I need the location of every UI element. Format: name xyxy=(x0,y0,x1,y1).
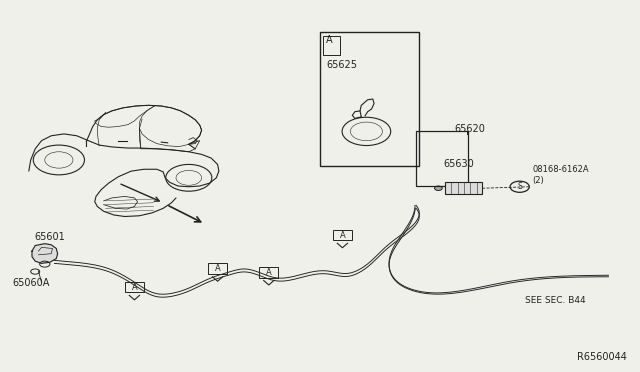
Text: A: A xyxy=(132,283,137,292)
Bar xyxy=(320,32,419,166)
Text: 65630: 65630 xyxy=(444,159,474,169)
Bar xyxy=(208,263,227,274)
Text: A: A xyxy=(266,268,271,277)
Text: A: A xyxy=(326,35,333,45)
Bar xyxy=(416,131,468,186)
Text: S: S xyxy=(517,182,522,191)
Bar xyxy=(445,182,482,194)
Text: 65060A: 65060A xyxy=(13,278,50,288)
Polygon shape xyxy=(32,244,58,263)
Text: 65601: 65601 xyxy=(34,232,65,242)
Bar xyxy=(333,230,352,240)
Text: A: A xyxy=(215,264,220,273)
Bar xyxy=(323,36,340,55)
Bar xyxy=(259,267,278,278)
Circle shape xyxy=(435,186,442,190)
Text: A: A xyxy=(340,231,345,240)
Text: R6560044: R6560044 xyxy=(577,352,627,362)
Text: SEE SEC. B44: SEE SEC. B44 xyxy=(525,296,586,305)
Text: 65620: 65620 xyxy=(454,124,485,134)
Text: 65625: 65625 xyxy=(326,60,357,70)
Bar xyxy=(125,282,144,292)
Text: 08168-6162A
(2): 08168-6162A (2) xyxy=(532,166,589,185)
